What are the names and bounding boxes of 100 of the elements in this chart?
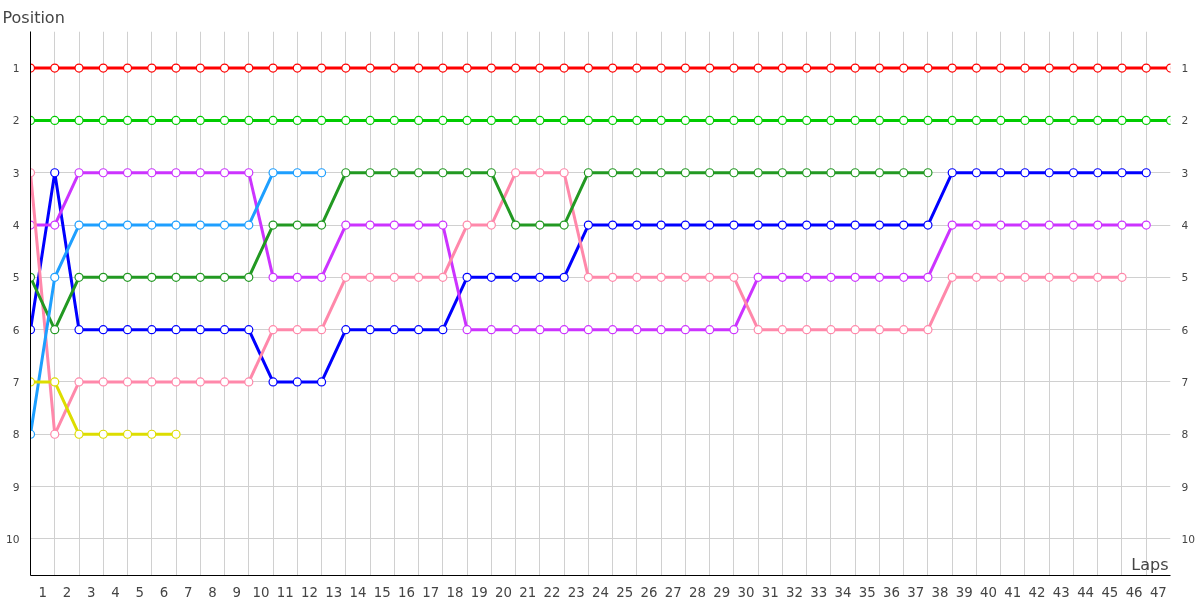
x-tick-label: 35 (858, 584, 876, 600)
point (535, 115, 545, 126)
point (1044, 115, 1054, 126)
point (826, 168, 836, 178)
point (486, 63, 496, 73)
x-tick-label: 17 (422, 584, 440, 600)
point (826, 115, 836, 126)
point (535, 325, 545, 335)
y2-tick-label: 3 (1181, 166, 1189, 180)
x-tick-label: 33 (810, 584, 828, 600)
y-tick-label: 1 (12, 62, 20, 76)
x-tick-label: 2 (62, 584, 72, 600)
point (656, 325, 666, 335)
point (486, 272, 496, 282)
x-tick-label: 11 (276, 584, 294, 600)
point (705, 272, 715, 282)
x-tick-label: 7 (183, 584, 193, 600)
point (268, 272, 278, 282)
point (777, 325, 788, 335)
point (171, 63, 181, 73)
point (171, 220, 181, 230)
point (996, 168, 1006, 178)
point (680, 220, 690, 230)
point (147, 115, 157, 126)
point (365, 272, 375, 282)
point (705, 168, 715, 178)
point (559, 63, 569, 73)
x-tick-label: 41 (1004, 584, 1022, 600)
point (365, 220, 375, 230)
point (98, 272, 108, 282)
point (268, 168, 278, 178)
y-tick-label: 4 (12, 219, 20, 233)
point (996, 220, 1006, 230)
point (98, 220, 108, 230)
point (98, 115, 108, 126)
point (511, 168, 521, 178)
point (219, 63, 230, 73)
point (656, 63, 666, 73)
point (1020, 272, 1030, 282)
point (850, 168, 860, 178)
point (365, 115, 375, 126)
point (74, 377, 84, 387)
point (1044, 168, 1054, 178)
point (486, 115, 496, 126)
point (608, 220, 618, 230)
point (947, 272, 957, 282)
point (341, 220, 351, 230)
point (705, 325, 715, 335)
x-tick-label: 9 (232, 584, 241, 600)
point (341, 325, 351, 335)
y2-tick-label: 10 (1181, 532, 1196, 546)
point (268, 377, 278, 387)
x-tick-label: 1 (38, 584, 47, 600)
point (122, 220, 133, 230)
point (899, 220, 909, 230)
point (122, 63, 133, 73)
x-tick-label: 29 (713, 584, 731, 600)
point (268, 63, 278, 73)
point (195, 377, 205, 387)
point (996, 63, 1006, 73)
point (1068, 115, 1079, 126)
point (268, 220, 278, 230)
x-tick-label: 46 (1125, 584, 1143, 600)
point (244, 272, 254, 282)
point (1068, 272, 1079, 282)
y-tick-label: 2 (12, 114, 20, 128)
point (535, 272, 545, 282)
point (729, 272, 739, 282)
x-tick-label: 22 (543, 584, 561, 600)
x-tick-label: 45 (1101, 584, 1119, 600)
x-tick-label: 20 (495, 584, 512, 600)
point (244, 115, 254, 126)
point (680, 63, 690, 73)
point (850, 325, 860, 335)
point (802, 63, 812, 73)
point (559, 220, 569, 230)
point (1044, 63, 1054, 73)
point (705, 220, 715, 230)
point (122, 429, 133, 439)
point (292, 115, 302, 126)
point (874, 168, 885, 178)
point (559, 272, 569, 282)
point (171, 115, 181, 126)
point (947, 63, 957, 73)
point (171, 272, 181, 282)
y2-tick-label: 6 (1181, 323, 1189, 337)
point (1044, 272, 1054, 282)
point (438, 220, 448, 230)
point (147, 63, 157, 73)
point (268, 325, 278, 335)
point (850, 220, 860, 230)
point (632, 168, 642, 178)
point (389, 63, 399, 73)
y2-tick-label: 9 (1181, 480, 1189, 494)
point (171, 377, 181, 387)
point (341, 63, 351, 73)
point (219, 115, 230, 126)
point (462, 220, 472, 230)
point (462, 168, 472, 178)
point (826, 272, 836, 282)
